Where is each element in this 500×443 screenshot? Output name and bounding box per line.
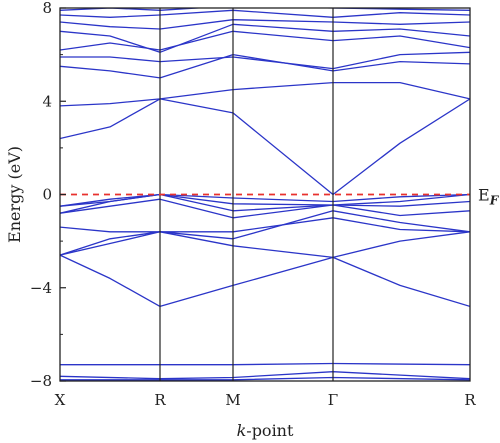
y-tick-label: −8: [30, 372, 52, 390]
x-tick-label: R: [464, 391, 476, 409]
fermi-label-main: E: [478, 186, 490, 205]
x-tick-label: X: [55, 391, 66, 409]
fermi-label-sub: F: [489, 194, 500, 208]
x-axis-label-rest: -point: [246, 421, 294, 440]
band-line-20: [60, 8, 470, 11]
y-tick-label: −4: [30, 279, 52, 297]
y-tick-label: 4: [42, 92, 52, 110]
y-tick-label: 0: [42, 186, 52, 204]
x-tick-label: R: [154, 391, 166, 409]
x-tick-label: M: [225, 391, 240, 409]
fermi-level-label: EF: [478, 186, 500, 208]
y-tick-label: 8: [42, 0, 52, 17]
x-axis-label: k-point: [237, 421, 294, 440]
x-axis-label-italic: k: [237, 421, 247, 440]
y-axis-label: Energy (eV): [5, 146, 24, 243]
x-tick-label: Γ: [328, 391, 338, 409]
y-ticks: 8 4 0 −4 −8: [30, 0, 66, 390]
